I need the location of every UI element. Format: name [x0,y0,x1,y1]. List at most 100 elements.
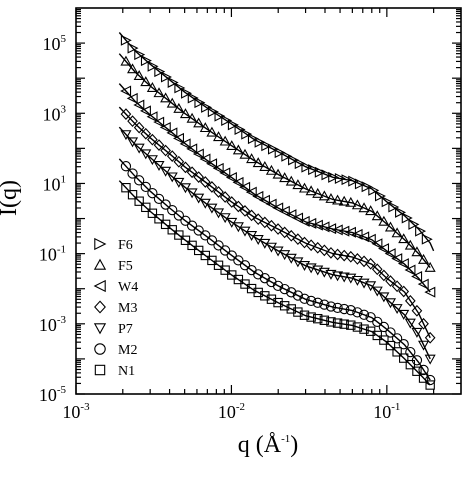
data-point-f5 [345,196,357,207]
fit-line-w4 [118,83,431,293]
data-point-m3 [199,176,211,188]
data-point-w4 [278,205,290,217]
data-point-m3 [418,317,429,330]
data-point-f5 [398,233,410,244]
data-point-p7 [325,269,337,280]
data-point-m2 [206,235,218,246]
y-tick-label: 101 [43,173,67,194]
data-point-w4 [186,143,198,155]
data-point-m2 [213,240,224,251]
data-point-f6 [294,158,306,170]
data-point-w4 [245,186,257,198]
y-tick-label: 103 [43,103,67,124]
data-point-f6 [234,124,246,135]
data-point-f6 [214,110,226,122]
data-point-n1 [220,265,230,275]
data-point-m2 [226,250,237,261]
legend-marker-m2 [94,343,106,355]
data-point-p7 [133,143,145,154]
data-point-m2 [352,307,363,318]
data-point-n1 [167,225,177,235]
data-point-n1 [306,312,316,322]
data-point-f6 [321,169,333,181]
data-point-m2 [153,193,165,205]
data-point-m2 [299,293,310,304]
data-point-w4 [126,92,138,104]
data-point-p7 [140,149,152,160]
data-point-n1 [207,255,217,266]
data-point-w4 [364,233,376,245]
data-point-n1 [339,319,349,329]
data-point-m2 [127,168,138,179]
data-point-f6 [361,181,373,193]
data-point-f5 [365,205,377,216]
data-point-n1 [346,320,356,330]
data-point-w4 [179,138,191,150]
data-point-f5 [246,153,258,164]
data-point-n1 [213,260,224,270]
data-point-f6 [288,154,300,166]
data-point-m3 [325,246,337,259]
data-point-f6 [421,233,433,245]
data-point-m3 [233,200,244,213]
data-point-m3 [292,233,304,246]
data-point-n1 [121,183,131,193]
data-point-f6 [348,175,360,187]
data-point-m3 [266,219,277,232]
data-point-m2 [378,321,390,333]
data-point-m3 [246,209,257,222]
data-point-p7 [332,271,344,282]
legend-marker-f5 [93,258,107,270]
data-point-f6 [328,171,340,183]
data-point-m2 [425,374,436,386]
data-point-f6 [154,66,166,78]
data-point-p7 [384,298,397,309]
data-point-p7 [312,265,324,276]
data-point-f6 [147,60,159,72]
data-point-w4 [272,202,284,214]
data-point-m2 [332,302,343,314]
data-point-f5 [325,192,337,203]
data-point-p7 [206,203,218,214]
data-point-w4 [212,162,224,174]
data-point-f5 [318,190,330,201]
data-point-p7 [166,172,178,183]
data-point-m2 [345,305,356,316]
x-tick-label: 10-2 [218,401,245,422]
data-point-m3 [140,127,152,140]
data-point-m2 [134,175,145,186]
legend-marker-p7 [93,323,107,335]
data-point-m2 [358,309,370,320]
data-point-m3 [206,181,218,193]
data-point-m3 [127,115,138,128]
data-point-p7 [173,177,185,188]
data-point-w4 [411,271,423,283]
y-tick-label: 105 [43,33,67,54]
data-point-n1 [127,190,138,200]
data-point-f5 [212,131,225,142]
data-point-m2 [418,364,429,376]
data-point-p7 [127,137,139,148]
data-point-w4 [239,181,251,193]
data-point-w4 [391,253,403,265]
data-point-m3 [319,244,330,257]
data-point-w4 [417,278,429,290]
data-point-f5 [371,210,383,221]
data-point-f6 [187,92,199,104]
data-point-w4 [358,231,370,243]
data-point-f5 [411,246,423,257]
data-point-m3 [226,196,238,208]
data-point-m2 [239,260,251,271]
data-point-f5 [226,140,238,151]
data-point-f5 [384,221,397,232]
data-point-f5 [378,215,390,226]
data-point-m2 [405,346,416,358]
data-point-f5 [127,63,139,74]
data-point-m2 [272,280,284,292]
data-point-f6 [334,173,346,185]
data-point-f5 [199,122,211,133]
legend: F6 F5 W4 M3 P7 M2 N1 [93,237,138,379]
data-point-f6 [341,174,353,186]
data-point-p7 [318,267,330,278]
data-point-f6 [274,147,286,159]
